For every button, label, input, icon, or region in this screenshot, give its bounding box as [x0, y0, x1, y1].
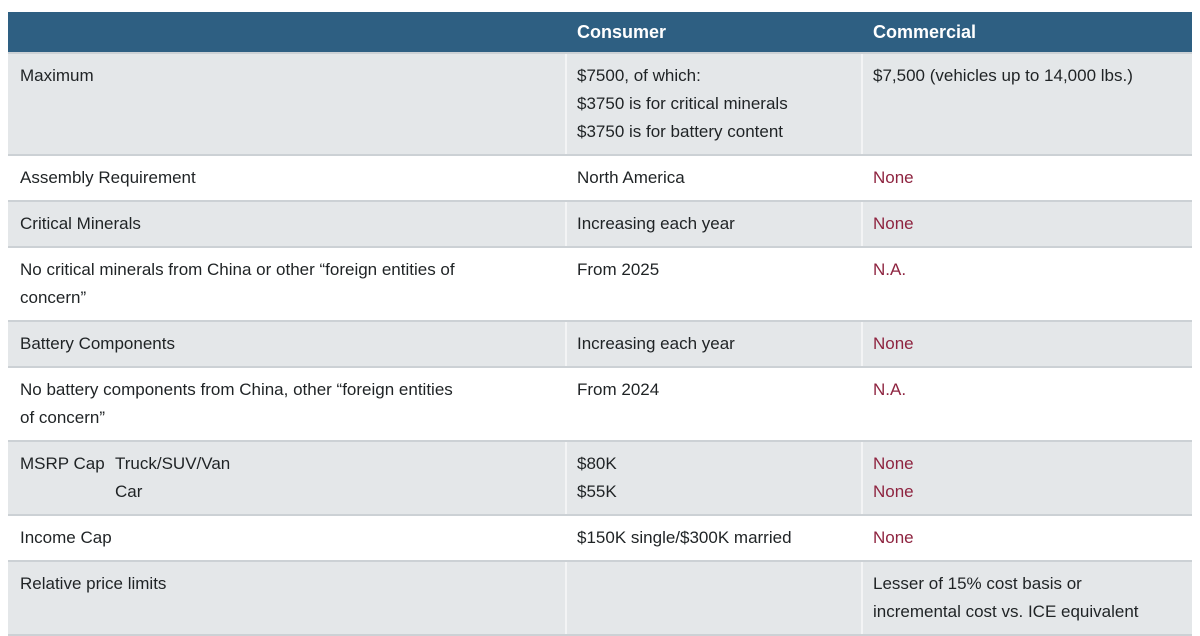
- header-cell-commercial: Commercial: [873, 22, 977, 42]
- row-label-cell: Critical Minerals: [20, 214, 141, 233]
- table-row: Income Cap $150K single/$300K married None: [8, 516, 1192, 562]
- row-label-cell: MSRP Cap Truck/SUV/Van Car: [8, 442, 565, 514]
- table-row: Relative price limits Lesser of 15% cost …: [8, 562, 1192, 636]
- table-row: No critical minerals from China or other…: [8, 248, 1192, 322]
- row-label-cell: Income Cap: [20, 528, 112, 547]
- table-header-row: Consumer Commercial: [8, 12, 1192, 54]
- consumer-value-cell: $150K single/$300K married: [565, 516, 861, 560]
- row-label-cell: Relative price limits: [20, 574, 167, 593]
- commercial-value-cell: None: [861, 322, 1192, 366]
- table-row: Assembly Requirement North America None: [8, 156, 1192, 202]
- table-row: Battery Components Increasing each year No…: [8, 322, 1192, 368]
- commercial-value-cell: $7,500 (vehicles up to 14,000 lbs.): [861, 54, 1192, 154]
- consumer-value-cell: From 2024: [565, 368, 861, 440]
- consumer-value-cell: North America: [565, 156, 861, 200]
- commercial-value-cell: None: [861, 516, 1192, 560]
- consumer-value-cell: Increasing each year: [565, 202, 861, 246]
- commercial-value-cell: None None: [861, 442, 1192, 514]
- row-label-cell: Assembly Requirement: [20, 168, 196, 187]
- header-cell-empty: [8, 12, 565, 52]
- header-cell-consumer: Consumer: [577, 22, 667, 42]
- consumer-value-cell: $80K $55K: [565, 442, 861, 514]
- row-label-cell: No battery components from China, other …: [20, 380, 453, 427]
- ev-tax-credit-comparison-table: Consumer Commercial Maximum $7500, of whi…: [8, 12, 1192, 636]
- row-label-cell: Battery Components: [20, 334, 175, 353]
- row-label-cell: Maximum: [20, 66, 94, 85]
- commercial-value-cell: None: [861, 202, 1192, 246]
- row-label: MSRP Cap: [20, 454, 105, 473]
- consumer-value-cell: From 2025: [565, 248, 861, 320]
- row-sublabel: Truck/SUV/Van Car: [115, 454, 231, 501]
- commercial-value-cell: Lesser of 15% cost basis or incremental …: [861, 562, 1192, 634]
- table-body: Maximum $7500, of which: $3750 is for cri…: [8, 54, 1192, 636]
- consumer-value-cell: [565, 562, 861, 634]
- page: { "colors":{ "header_bg":"#2e5f82", "hea…: [8, 12, 1192, 636]
- commercial-value-cell: N.A.: [861, 248, 1192, 320]
- consumer-value-cell: $7500, of which: $3750 is for critical m…: [565, 54, 861, 154]
- table-row: Maximum $7500, of which: $3750 is for cri…: [8, 54, 1192, 156]
- row-label-cell: No critical minerals from China or other…: [20, 260, 455, 307]
- table-row: Critical Minerals Increasing each year Non…: [8, 202, 1192, 248]
- table-row: MSRP Cap Truck/SUV/Van Car $80K $55K None N…: [8, 442, 1192, 516]
- table-row: No battery components from China, other …: [8, 368, 1192, 442]
- commercial-value-cell: N.A.: [861, 368, 1192, 440]
- commercial-value-cell: None: [861, 156, 1192, 200]
- consumer-value-cell: Increasing each year: [565, 322, 861, 366]
